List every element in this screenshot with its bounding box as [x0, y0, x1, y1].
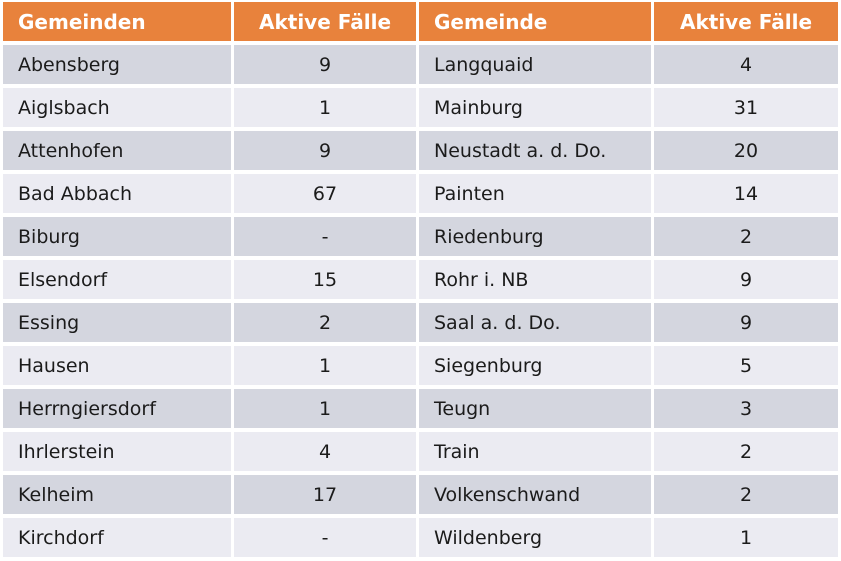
table-row: Bad Abbach 67 Painten 14: [3, 174, 838, 213]
gemeinde-name-left: Ihrlerstein: [3, 432, 231, 471]
gemeinde-name-left: Kirchdorf: [3, 518, 231, 557]
table-row: Herrngiersdorf 1 Teugn 3: [3, 389, 838, 428]
active-cases-value-right: 3: [654, 389, 838, 428]
table-row: Essing 2 Saal a. d. Do. 9: [3, 303, 838, 342]
gemeinde-name-right: Langquaid: [419, 45, 651, 84]
gemeinde-name-right: Mainburg: [419, 88, 651, 127]
gemeinde-name-left: Biburg: [3, 217, 231, 256]
table-row: Abensberg 9 Langquaid 4: [3, 45, 838, 84]
active-cases-value-left: 1: [234, 346, 416, 385]
active-cases-value-left: 4: [234, 432, 416, 471]
active-cases-value-right: 2: [654, 217, 838, 256]
table-row: Ihrlerstein 4 Train 2: [3, 432, 838, 471]
gemeinde-name-left: Bad Abbach: [3, 174, 231, 213]
active-cases-value-right: 1: [654, 518, 838, 557]
active-cases-value-right: 2: [654, 432, 838, 471]
table-row: Kirchdorf - Wildenberg 1: [3, 518, 838, 557]
active-cases-value-right: 14: [654, 174, 838, 213]
active-cases-value-left: 9: [234, 45, 416, 84]
table-row: Hausen 1 Siegenburg 5: [3, 346, 838, 385]
gemeinde-name-left: Elsendorf: [3, 260, 231, 299]
header-aktive-faelle-right: Aktive Fälle: [654, 2, 838, 41]
gemeinde-name-right: Neustadt a. d. Do.: [419, 131, 651, 170]
active-cases-value-left: 9: [234, 131, 416, 170]
table-row: Biburg - Riedenburg 2: [3, 217, 838, 256]
active-cases-value-right: 20: [654, 131, 838, 170]
active-cases-value-right: 5: [654, 346, 838, 385]
active-cases-value-left: -: [234, 217, 416, 256]
gemeinde-name-left: Herrngiersdorf: [3, 389, 231, 428]
gemeinde-name-right: Siegenburg: [419, 346, 651, 385]
active-cases-value-right: 31: [654, 88, 838, 127]
table-row: Aiglsbach 1 Mainburg 31: [3, 88, 838, 127]
active-cases-value-left: 67: [234, 174, 416, 213]
header-row: Gemeinden Aktive Fälle Gemeinde Aktive F…: [3, 2, 838, 41]
gemeinde-name-left: Kelheim: [3, 475, 231, 514]
gemeinde-name-right: Riedenburg: [419, 217, 651, 256]
gemeinde-name-right: Saal a. d. Do.: [419, 303, 651, 342]
active-cases-value-left: 1: [234, 88, 416, 127]
gemeinde-name-right: Rohr i. NB: [419, 260, 651, 299]
gemeinde-name-left: Abensberg: [3, 45, 231, 84]
active-cases-value-right: 9: [654, 260, 838, 299]
gemeinde-name-left: Attenhofen: [3, 131, 231, 170]
active-cases-value-right: 2: [654, 475, 838, 514]
active-cases-value-left: 15: [234, 260, 416, 299]
table-row: Attenhofen 9 Neustadt a. d. Do. 20: [3, 131, 838, 170]
header-aktive-faelle-left: Aktive Fälle: [234, 2, 416, 41]
active-cases-value-left: 1: [234, 389, 416, 428]
active-cases-value-left: -: [234, 518, 416, 557]
gemeinde-name-right: Train: [419, 432, 651, 471]
table-row: Elsendorf 15 Rohr i. NB 9: [3, 260, 838, 299]
gemeinde-name-right: Volkenschwand: [419, 475, 651, 514]
active-cases-value-right: 9: [654, 303, 838, 342]
header-gemeinden-left: Gemeinden: [3, 2, 231, 41]
header-gemeinde-right: Gemeinde: [419, 2, 651, 41]
active-cases-value-left: 17: [234, 475, 416, 514]
table-row: Kelheim 17 Volkenschwand 2: [3, 475, 838, 514]
gemeinde-name-left: Aiglsbach: [3, 88, 231, 127]
gemeinde-name-right: Teugn: [419, 389, 651, 428]
active-cases-value-left: 2: [234, 303, 416, 342]
gemeinde-name-right: Painten: [419, 174, 651, 213]
gemeinde-name-left: Hausen: [3, 346, 231, 385]
active-cases-value-right: 4: [654, 45, 838, 84]
gemeinde-name-left: Essing: [3, 303, 231, 342]
table-body: Abensberg 9 Langquaid 4 Aiglsbach 1 Main…: [3, 45, 838, 557]
gemeinde-name-right: Wildenberg: [419, 518, 651, 557]
